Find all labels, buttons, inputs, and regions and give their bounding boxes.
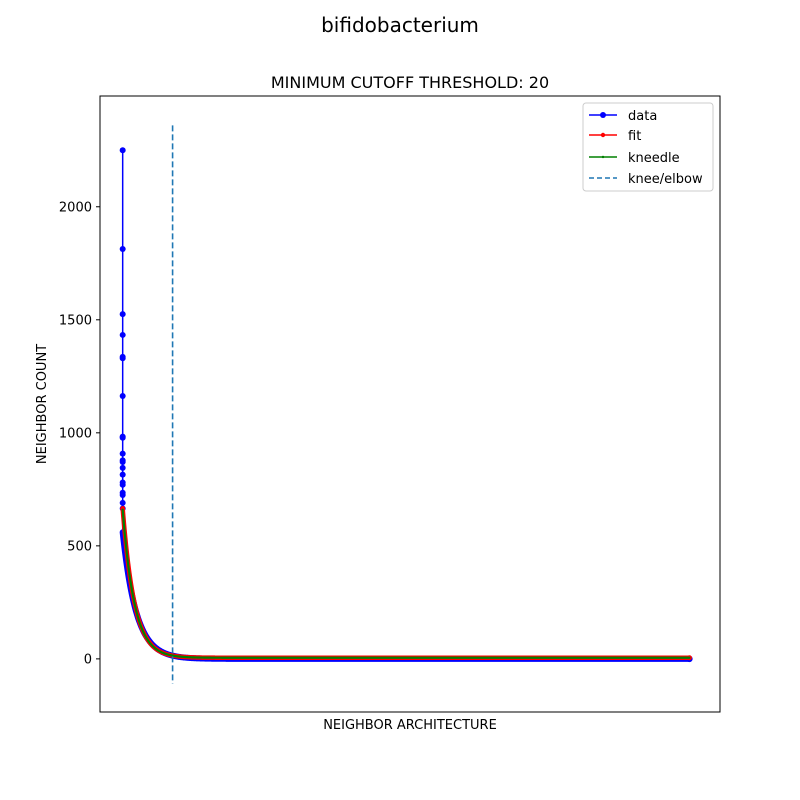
data-line (119, 529, 693, 662)
series-data (119, 147, 693, 663)
series-fit (120, 506, 692, 661)
legend-marker-kneedle (601, 155, 605, 159)
series-kneedle (121, 508, 691, 659)
data-point-12 (119, 464, 126, 471)
data-point-1 (119, 246, 126, 253)
data-point-11 (119, 458, 126, 465)
legend-label-fit: fit (628, 129, 641, 144)
data-point-3 (119, 331, 126, 338)
legend-marker-data (600, 112, 606, 118)
plot-area (119, 125, 693, 684)
data-point-2 (119, 311, 126, 318)
kneedle-line (121, 508, 691, 659)
data-point-18 (119, 499, 126, 506)
y-axis: 0 500 1000 1500 2000 (59, 200, 100, 667)
y-axis-label: NEIGHBOR COUNT (35, 344, 50, 464)
legend-marker-fit (600, 132, 606, 138)
axes-frame (99, 95, 721, 713)
data-point-5 (119, 355, 126, 362)
data-point-6 (119, 392, 126, 399)
fit-line (120, 506, 692, 660)
y-tick-label-1500: 1500 (59, 313, 92, 328)
data-point-0 (119, 147, 126, 154)
legend: data fit kneedle knee/elbow (582, 102, 714, 192)
fit-point-start (120, 506, 126, 512)
data-point-9 (119, 450, 126, 457)
y-tick-label-2000: 2000 (59, 200, 92, 215)
legend-label-data: data (628, 109, 657, 124)
chart-suptitle: bifidobacterium (321, 13, 479, 37)
data-point-15 (119, 481, 126, 488)
data-point-13 (119, 471, 126, 478)
y-tick-label-0: 0 (84, 652, 92, 667)
data-point-17 (119, 491, 126, 498)
y-tick-label-500: 500 (67, 539, 92, 554)
x-axis-label: NEIGHBOR ARCHITECTURE (323, 718, 497, 733)
chart-title: MINIMUM CUTOFF THRESHOLD: 20 (271, 73, 549, 92)
y-tick-label-1000: 1000 (59, 426, 92, 441)
legend-frame (582, 102, 714, 192)
legend-label-kneedle: kneedle (628, 151, 680, 166)
data-point-8 (119, 434, 126, 441)
legend-label-knee-elbow: knee/elbow (628, 172, 703, 187)
